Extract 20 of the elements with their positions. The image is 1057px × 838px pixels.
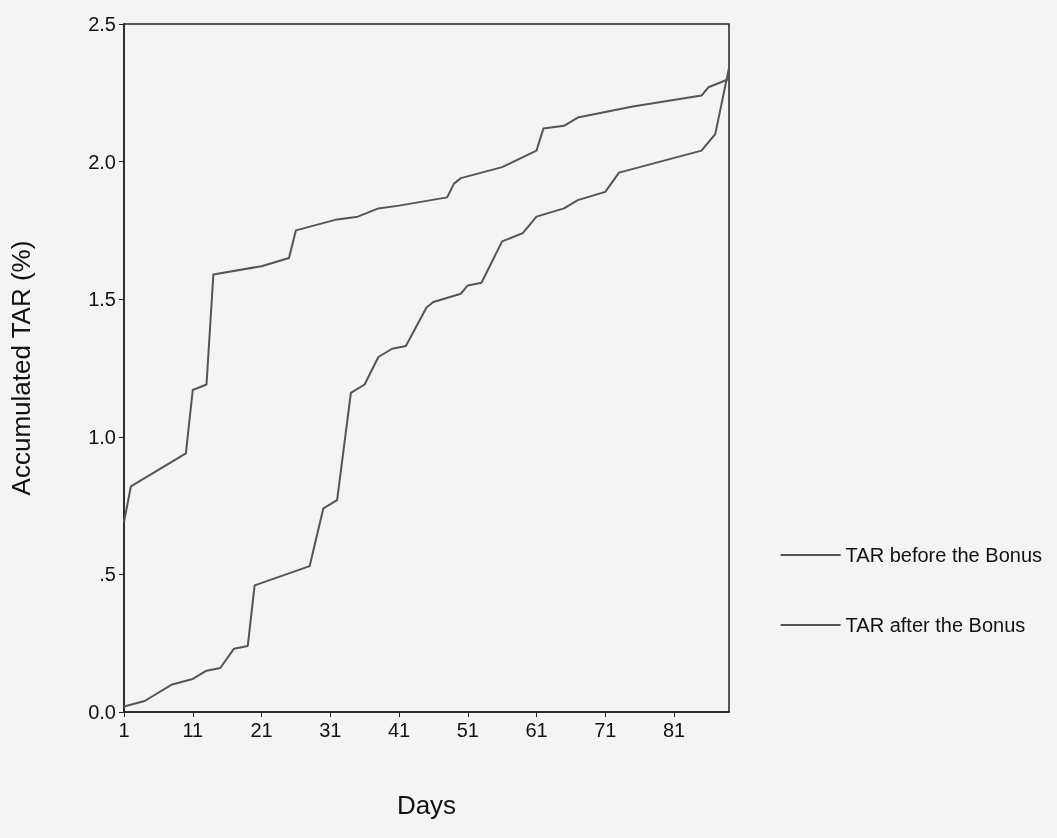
- x-tick-label: 31: [319, 719, 342, 741]
- x-tick-label: 71: [594, 719, 617, 741]
- line-series: [123, 67, 730, 708]
- y-tick-label: .5: [99, 563, 116, 586]
- x-tick-label: 81: [662, 719, 686, 741]
- y-tick-label: 1.5: [88, 288, 116, 311]
- legend-label: TAR after the Bonus: [845, 614, 1026, 636]
- y-tick-label: 1.0: [88, 425, 116, 448]
- x-tick-label: 41: [387, 719, 411, 741]
- y-tick-label: 0.0: [88, 701, 116, 723]
- x-axis-title: Days: [396, 790, 457, 820]
- x-tick-label: 21: [250, 719, 273, 741]
- y-axis-title: Accumulated TAR (%): [6, 240, 36, 496]
- x-tick-label: 11: [182, 719, 204, 741]
- legend-label: TAR before the Bonus: [845, 544, 1042, 566]
- x-tick-label: 61: [525, 719, 548, 741]
- x-tick-label: 1: [118, 719, 130, 741]
- y-tick-label: 2.5: [88, 13, 116, 35]
- x-tick-label: 51: [456, 719, 479, 741]
- y-tick-label: 2.0: [88, 150, 116, 173]
